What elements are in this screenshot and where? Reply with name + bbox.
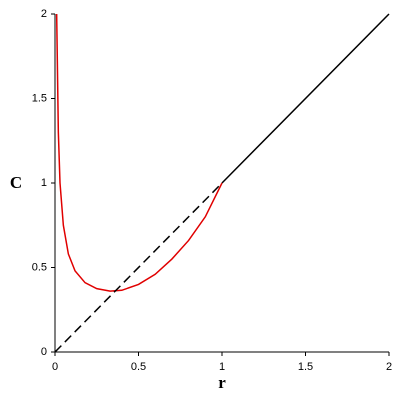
y-tick-label: 0 xyxy=(41,346,47,358)
x-tick-label: 2 xyxy=(386,361,392,373)
x-tick-label: 0.5 xyxy=(131,361,146,373)
y-tick-label: 1 xyxy=(41,177,47,189)
series-line xyxy=(55,13,223,292)
y-tick-label: 0.5 xyxy=(32,261,47,273)
x-tick-label: 1.5 xyxy=(298,361,313,373)
x-tick-label: 1 xyxy=(219,361,225,373)
x-axis-label: r xyxy=(218,373,226,392)
x-tick-label: 0 xyxy=(52,361,58,373)
y-tick-label: 2 xyxy=(41,8,47,20)
series-line xyxy=(54,182,223,353)
y-axis-label: C xyxy=(10,173,22,192)
y-tick-label: 1.5 xyxy=(32,92,47,104)
series-line xyxy=(221,13,390,184)
